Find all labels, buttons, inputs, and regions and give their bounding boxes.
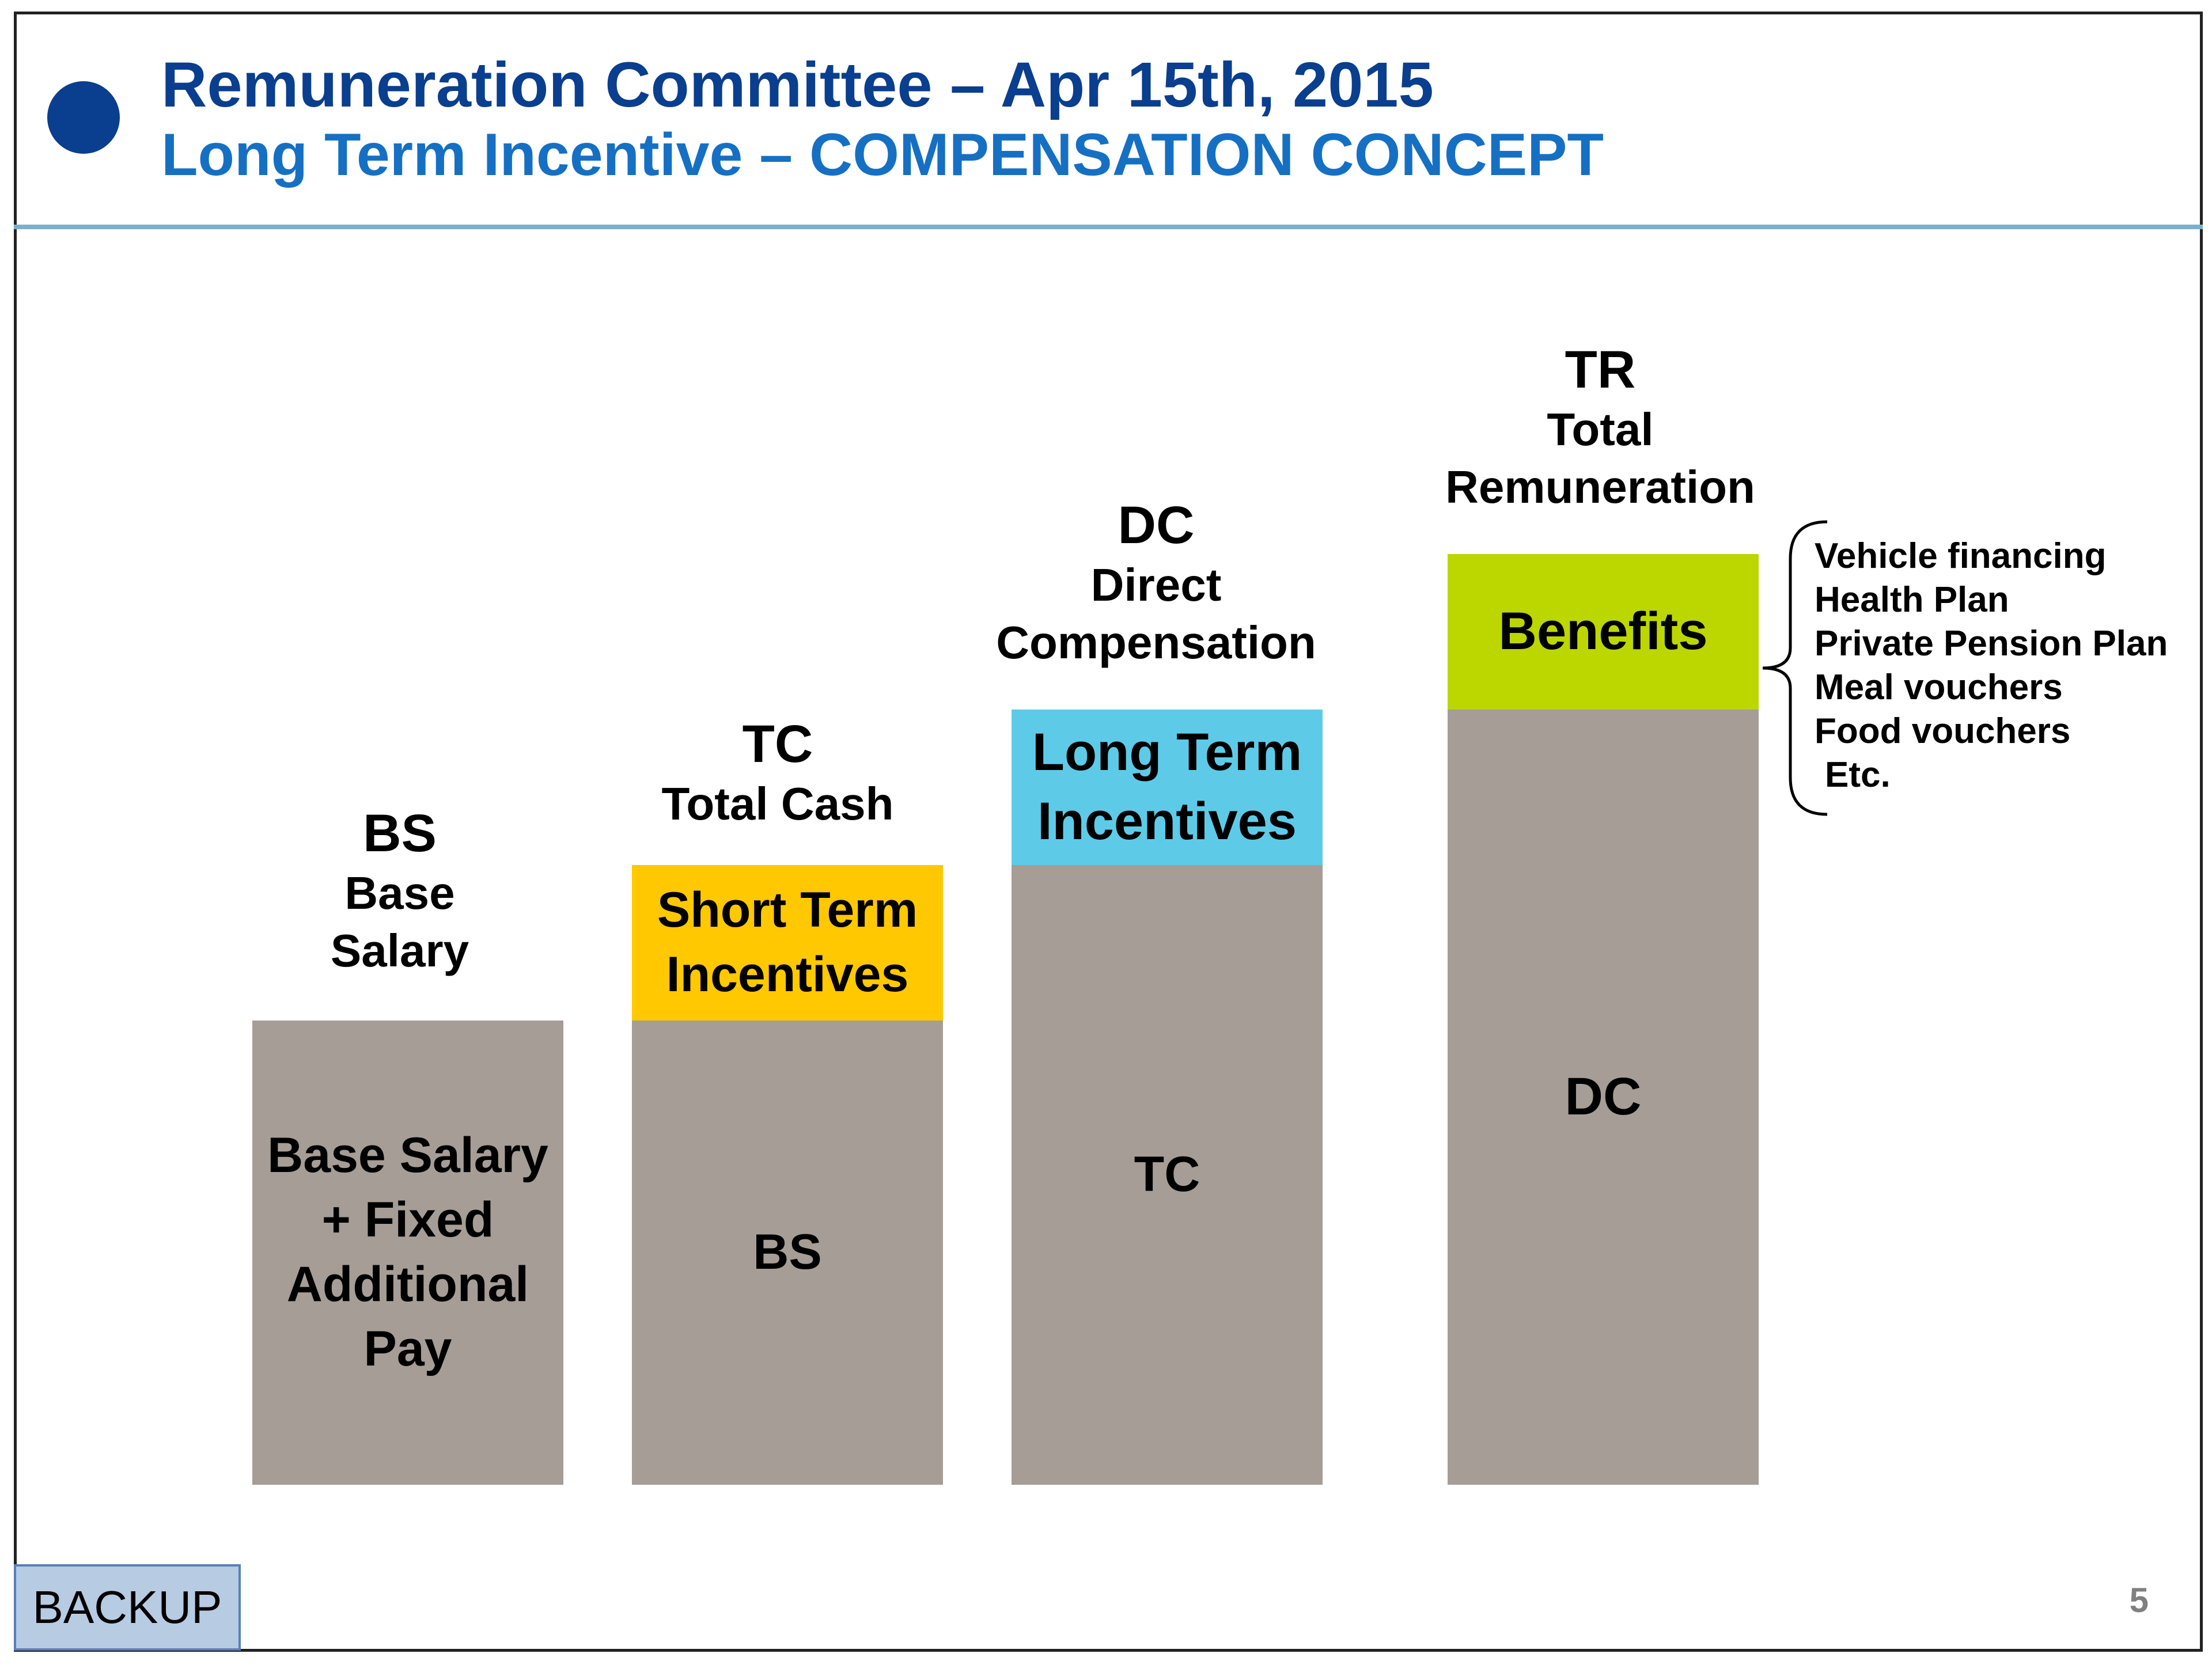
segment-text: Additional [286,1257,529,1312]
segment-text: Pay [363,1321,452,1376]
segment-tc: TC [1012,865,1323,1485]
bar-base-salary: Base Salary + Fixed Additional Pay [252,1021,563,1485]
segment-text: Benefits [1498,602,1708,661]
column-abbr: BS [363,804,437,863]
segment-text: TC [1134,1147,1200,1203]
benefits-list: Vehicle financing Health Plan Private Pe… [1815,534,2168,797]
segment-base-salary: Base Salary + Fixed Additional Pay [252,1021,563,1485]
curly-brace-icon [1762,520,1828,816]
slide-subtitle: Long Term Incentive – COMPENSATION CONCE… [161,122,1604,188]
column-full-name: Total Cash [661,777,894,829]
benefit-item: Health Plan [1815,580,2009,620]
column-label-tr: TR Total Remuneration [1370,340,1831,516]
column-full-name: Total [1547,403,1654,455]
benefit-item: Private Pension Plan [1815,624,2168,663]
benefit-item: Vehicle financing [1815,536,2107,576]
column-full-name: Salary [330,924,469,976]
segment-text: Base Salary [267,1128,548,1184]
column-abbr: TC [742,715,813,773]
benefit-item: Food vouchers [1815,711,2071,751]
bar-direct-compensation: Long Term Incentives TC [1012,710,1323,1485]
segment-text: Incentives [666,947,909,1002]
column-label-bs: BS Base Salary [169,803,630,980]
column-abbr: DC [1118,496,1195,555]
segment-text: Incentives [1037,792,1297,851]
segment-dc: DC [1448,710,1759,1485]
benefit-item: Meal vouchers [1815,667,2063,707]
column-full-name: Direct [1090,559,1222,610]
bar-total-remuneration: Benefits DC [1448,554,1759,1485]
column-full-name: Compensation [996,616,1316,668]
segment-text: DC [1565,1067,1642,1127]
column-full-name: Remuneration [1445,461,1755,513]
column-label-tc: TC Total Cash [547,714,1008,833]
page-number: 5 [2129,1581,2149,1620]
segment-short-term-incentives: Short Term Incentives [632,865,943,1021]
segment-text: BS [753,1224,822,1280]
column-abbr: TR [1565,340,1636,399]
title-divider [14,225,2203,229]
benefit-item: Etc. [1825,755,1891,795]
segment-bs: BS [632,1021,943,1485]
column-label-dc: DC Direct Compensation [926,495,1387,672]
segment-text: Long Term [1032,723,1302,782]
segment-text: Short Term [657,882,918,938]
segment-benefits: Benefits [1448,554,1759,710]
segment-long-term-incentives: Long Term Incentives [1012,710,1323,865]
segment-text: + Fixed [321,1192,494,1248]
title-bullet-icon [47,81,120,154]
slide-title: Remuneration Committee – Apr 15th, 2015 [161,50,1434,120]
bar-total-cash: Short Term Incentives BS [632,865,943,1485]
column-full-name: Base [344,867,455,919]
backup-tag: BACKUP [14,1564,241,1651]
